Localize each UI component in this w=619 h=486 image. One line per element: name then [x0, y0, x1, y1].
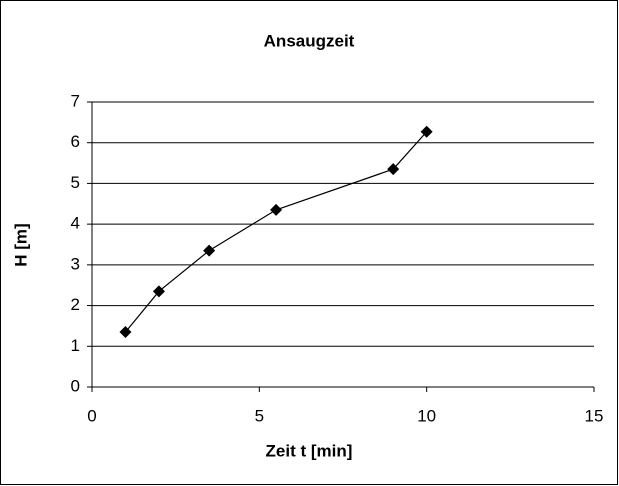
x-tick-label: 15	[585, 406, 604, 425]
marker	[387, 163, 400, 176]
y-tick-label: 4	[71, 214, 80, 233]
x-axis-label: Zeit t [min]	[266, 441, 353, 460]
chart-title: Ansaugzeit	[264, 31, 355, 50]
y-tick-label: 2	[71, 295, 80, 314]
y-tick-label: 3	[71, 254, 80, 273]
y-tick-label: 5	[71, 173, 80, 192]
marker	[203, 244, 216, 257]
series-line	[125, 131, 428, 333]
y-axis-label: H [m]	[11, 223, 30, 266]
y-tick-label: 7	[71, 91, 80, 110]
y-tick-label: 0	[71, 376, 80, 395]
marker	[152, 285, 165, 298]
y-tick-label: 6	[71, 132, 80, 151]
x-tick-label: 10	[417, 406, 436, 425]
marker	[270, 203, 283, 216]
x-tick-label: 0	[87, 406, 96, 425]
marker	[119, 326, 132, 339]
y-tick-label: 1	[71, 336, 80, 355]
marker	[420, 125, 433, 138]
x-tick-label: 5	[255, 406, 264, 425]
